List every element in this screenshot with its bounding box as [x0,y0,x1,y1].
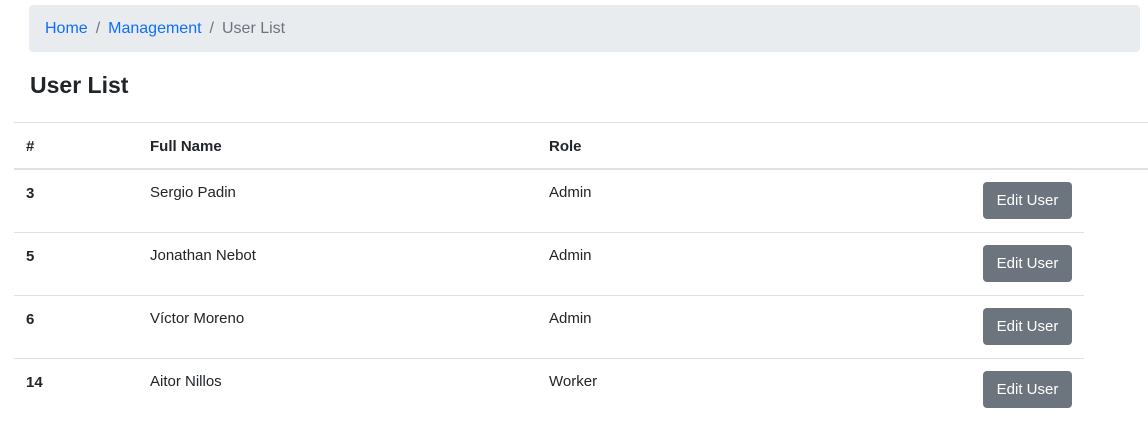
breadcrumb-current: User List [221,20,286,37]
breadcrumb-management-link[interactable]: Management [108,20,202,37]
user-id: 14 [26,374,43,391]
user-full-name: Sergio Padin [150,184,236,201]
user-id: 6 [26,311,35,328]
header-id: # [26,138,35,155]
user-full-name: Jonathan Nebot [150,247,256,264]
row-divider [14,232,1084,233]
breadcrumb: Home / Management / User List [29,5,1140,52]
header-role: Role [549,138,582,155]
row-divider [14,295,1084,296]
user-id: 3 [26,185,35,202]
user-role: Admin [549,310,592,327]
edit-user-button[interactable]: Edit User [983,371,1072,408]
user-full-name: Víctor Moreno [150,310,245,327]
breadcrumb-home-link[interactable]: Home [45,20,88,37]
page-title: User List [30,72,129,98]
table-top-border [14,122,1148,123]
edit-user-button[interactable]: Edit User [983,308,1072,345]
breadcrumb-separator: / [95,20,101,37]
header-bottom-border [14,168,1148,170]
row-divider [14,358,1084,359]
user-role: Admin [549,184,592,201]
breadcrumb-separator: / [209,20,214,37]
edit-user-button[interactable]: Edit User [983,182,1072,219]
user-role: Admin [549,247,592,264]
header-full-name: Full Name [150,138,222,155]
user-id: 5 [26,248,35,265]
edit-user-button[interactable]: Edit User [983,245,1072,282]
user-full-name: Aitor Nillos [150,373,222,390]
user-role: Worker [549,373,598,390]
